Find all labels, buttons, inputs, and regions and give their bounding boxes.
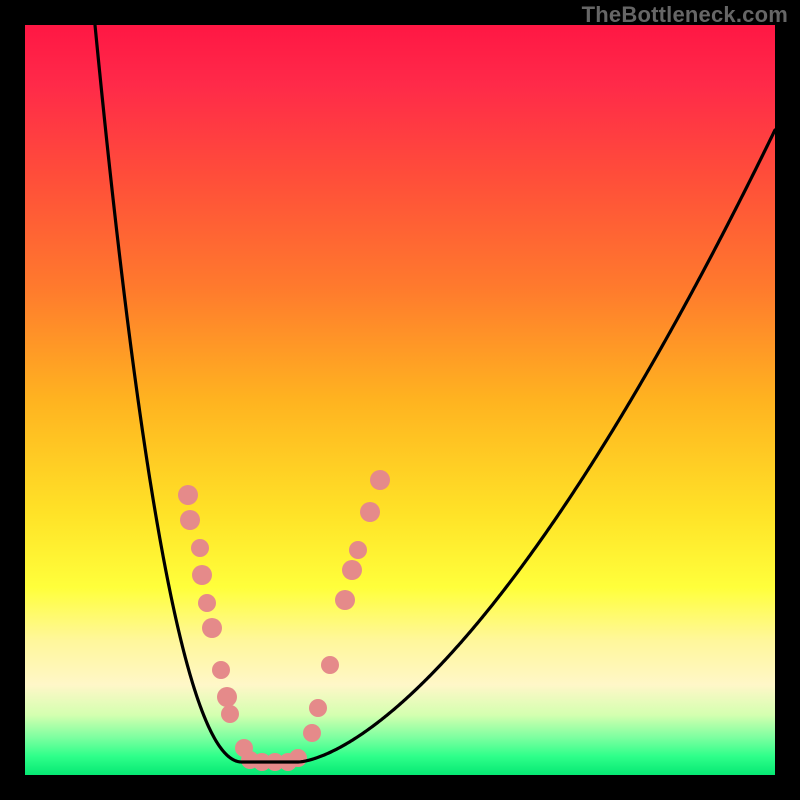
data-marker: [342, 560, 362, 580]
chart-svg: [0, 0, 800, 800]
data-marker: [198, 594, 216, 612]
data-marker: [289, 749, 307, 767]
watermark-text: TheBottleneck.com: [582, 2, 788, 28]
data-marker: [321, 656, 339, 674]
data-marker: [335, 590, 355, 610]
data-marker: [217, 687, 237, 707]
data-marker: [309, 699, 327, 717]
data-marker: [191, 539, 209, 557]
data-marker: [360, 502, 380, 522]
data-marker: [178, 485, 198, 505]
data-marker: [221, 705, 239, 723]
data-marker: [303, 724, 321, 742]
data-marker: [202, 618, 222, 638]
data-marker: [370, 470, 390, 490]
data-marker: [349, 541, 367, 559]
data-marker: [180, 510, 200, 530]
data-marker: [212, 661, 230, 679]
chart-stage: TheBottleneck.com: [0, 0, 800, 800]
data-marker: [192, 565, 212, 585]
